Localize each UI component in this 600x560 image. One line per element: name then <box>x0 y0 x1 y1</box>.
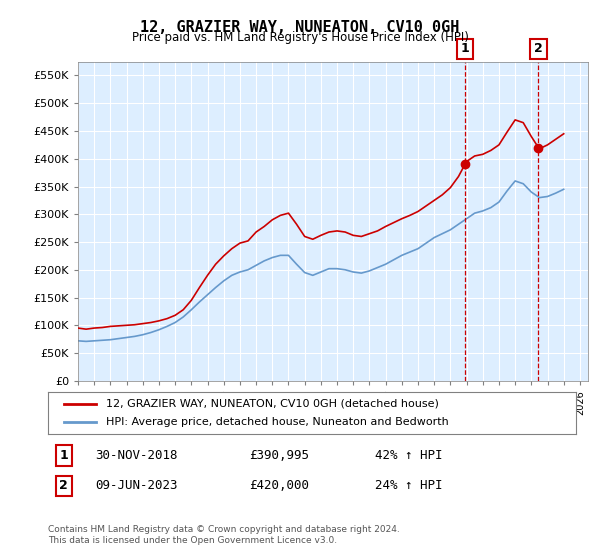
Text: 2: 2 <box>59 479 68 492</box>
Text: Price paid vs. HM Land Registry's House Price Index (HPI): Price paid vs. HM Land Registry's House … <box>131 31 469 44</box>
Text: £390,995: £390,995 <box>248 449 308 462</box>
Text: £420,000: £420,000 <box>248 479 308 492</box>
Text: 42% ↑ HPI: 42% ↑ HPI <box>376 449 443 462</box>
Text: 12, GRAZIER WAY, NUNEATON, CV10 0GH (detached house): 12, GRAZIER WAY, NUNEATON, CV10 0GH (det… <box>106 399 439 409</box>
Text: Contains HM Land Registry data © Crown copyright and database right 2024.
This d: Contains HM Land Registry data © Crown c… <box>48 525 400 545</box>
Text: 1: 1 <box>59 449 68 462</box>
Text: 1: 1 <box>461 43 470 55</box>
Text: HPI: Average price, detached house, Nuneaton and Bedworth: HPI: Average price, detached house, Nune… <box>106 417 449 427</box>
Text: 30-NOV-2018: 30-NOV-2018 <box>95 449 178 462</box>
Text: 24% ↑ HPI: 24% ↑ HPI <box>376 479 443 492</box>
Text: 09-JUN-2023: 09-JUN-2023 <box>95 479 178 492</box>
Text: 12, GRAZIER WAY, NUNEATON, CV10 0GH: 12, GRAZIER WAY, NUNEATON, CV10 0GH <box>140 20 460 35</box>
Text: 2: 2 <box>534 43 543 55</box>
